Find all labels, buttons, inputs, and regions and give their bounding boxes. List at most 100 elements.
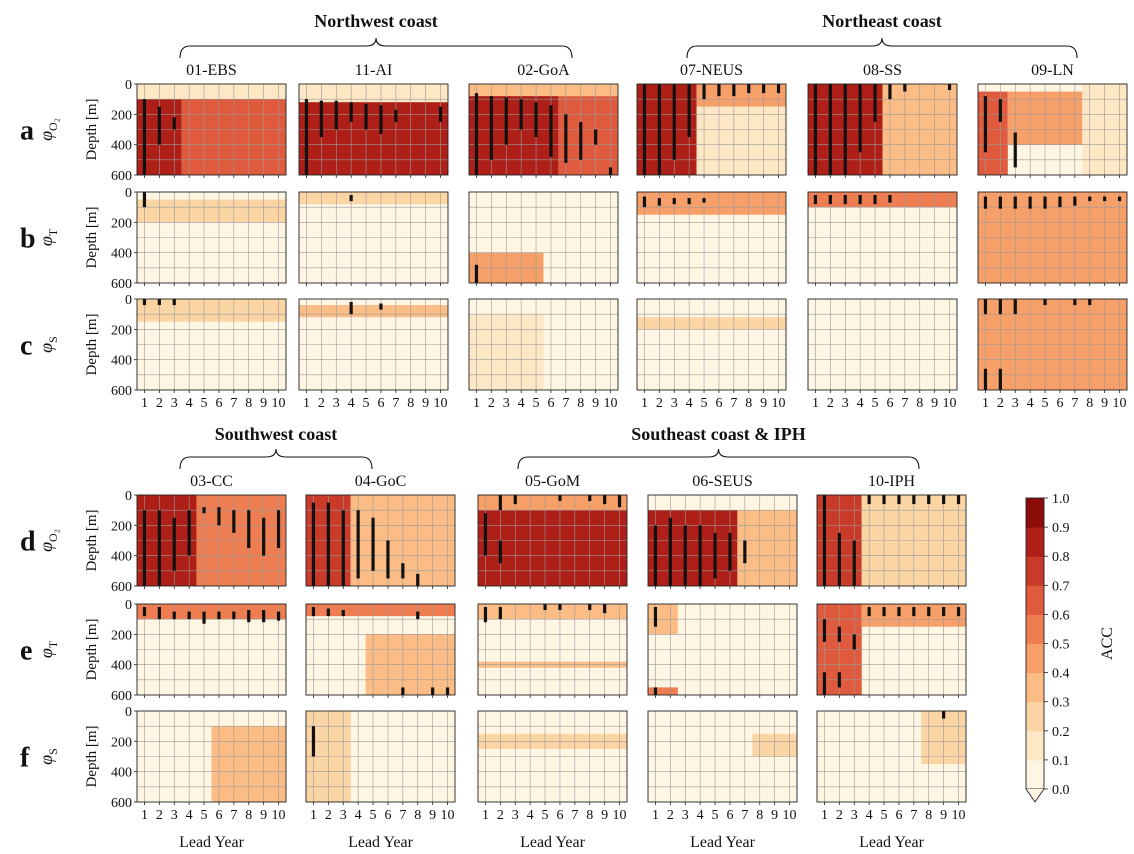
panel-c-08-ss: 1 2 3 4 5 6 7 8 9 10 [807,298,958,411]
significance-bar [1058,196,1062,208]
panel-frame [298,83,449,176]
row-letter: d [20,527,36,558]
region-title: 03-CC [190,473,233,490]
significance-bar [379,303,383,310]
x-tick-label: 8 [586,808,593,823]
x-tick-label: 3 [851,808,858,823]
group-label: Northeast coast [822,11,941,31]
significance-bar [668,517,672,586]
panel-frame [647,710,798,803]
y-tick-label: 200 [111,628,132,643]
x-tick-label: 2 [488,396,495,411]
significance-bar [867,607,871,617]
panel-e-03-cc: 0 200 400 600 [111,598,287,704]
panel-d-06-seus [647,494,798,589]
x-tick-label: 6 [384,808,391,823]
x-tick-label: 9 [592,396,599,411]
significance-bar [983,96,988,153]
significance-bar [603,604,607,614]
colorbar-tick-label: 0.3 [1052,696,1070,711]
significance-bar [142,510,147,586]
x-tick-label: 3 [171,808,178,823]
y-tick-label: 400 [111,247,132,262]
x-axis-label: Lead Year [179,834,245,851]
heat-cell [648,510,738,586]
significance-bar [927,495,931,505]
significance-bar [912,607,916,617]
panel-frame [647,603,798,696]
panel-d-04-goc [305,494,456,589]
colorbar-label: ACC [1099,627,1116,660]
panel-a-02-goa [468,83,619,178]
y-tick-label: 0 [125,293,132,308]
region-title: 10-IPH [868,473,916,490]
heat-cell [696,84,786,107]
x-tick-label: 7 [571,808,578,823]
significance-bar [416,573,420,586]
panel-a-09-ln [977,83,1128,178]
x-axis-label: Lead Year [859,834,925,851]
significance-bar [247,510,251,549]
significance-bar [142,607,147,617]
panel-c-09-ln: 1 2 3 4 5 6 7 8 9 10 [977,298,1128,411]
significance-bar [474,93,479,175]
x-tick-label: 2 [836,808,843,823]
colorbar-tick-label: 1.0 [1052,492,1070,507]
significance-bar [498,607,502,620]
significance-bar [603,495,607,505]
significance-bar [416,611,420,620]
panel-frame [636,191,787,284]
colorbar-segment [1026,614,1044,644]
significance-bar [217,507,221,526]
significance-bar [698,525,702,586]
x-tick-label: 9 [601,808,608,823]
x-tick-label: 8 [414,808,421,823]
colorbar-segment [1026,498,1044,528]
significance-bar [828,195,832,205]
y-tick-label: 0 [125,489,132,504]
significance-bar [157,607,161,620]
panel-b-08-ss [807,191,958,286]
significance-bar [489,96,493,160]
significance-bar [262,517,266,556]
y-tick-label: 400 [111,354,132,369]
panel-f-06-seus: 1 2 3 4 5 6 7 8 9 10 Lead Year [647,710,798,851]
variable-label: φT [36,640,60,658]
y-tick-label: 0 [125,186,132,201]
panel-a-11-ai [298,83,449,178]
significance-bar [942,495,946,505]
row-letter: b [20,224,36,255]
x-tick-label: 8 [916,396,923,411]
x-tick-label: 5 [201,808,208,823]
panel-frame [636,83,787,176]
significance-bar [579,121,583,160]
x-tick-label: 5 [201,396,208,411]
x-tick-label: 8 [925,808,932,823]
x-tick-label: 3 [1012,396,1019,411]
x-tick-label: 4 [1027,396,1034,411]
panel-e-04-goc [305,603,456,698]
x-tick-label: 3 [671,396,678,411]
x-tick-label: 3 [333,396,340,411]
significance-bar [813,84,818,175]
significance-bar [998,299,1002,315]
x-tick-label: 5 [872,396,879,411]
significance-bar [882,495,886,505]
colorbar-tick-label: 0.9 [1052,521,1070,536]
colorbar-segment [1026,701,1044,732]
significance-bar [983,196,988,209]
colorbar-segment [1026,556,1044,586]
variable-label: φO₂ [36,118,60,141]
panel-d-03-cc: 0 200 400 600 [111,489,287,595]
y-tick-label: 200 [111,735,132,750]
significance-bar [1117,196,1122,202]
significance-bar [232,611,236,620]
x-tick-label: 7 [230,808,237,823]
significance-bar [837,626,841,642]
significance-bar [504,97,508,145]
y-tick-label: 200 [111,216,132,231]
significance-bar [843,195,847,205]
x-tick-label: 10 [272,396,286,411]
x-tick-label: 2 [667,808,674,823]
significance-bar [431,687,435,695]
